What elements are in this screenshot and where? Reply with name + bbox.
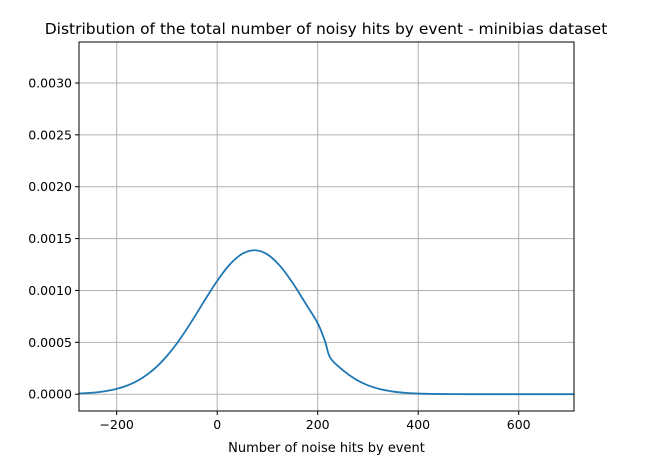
plot-area-frame <box>78 41 575 412</box>
chart-title: Distribution of the total number of nois… <box>45 20 608 38</box>
x-tick-label: 200 <box>306 417 330 432</box>
y-tick-label: 0.0025 <box>28 127 72 142</box>
y-tick-label: 0.0000 <box>28 387 72 402</box>
x-tick-label: −200 <box>100 417 134 432</box>
series-line <box>78 249 574 396</box>
x-tick-label: 400 <box>406 417 430 432</box>
line-layer <box>78 249 574 396</box>
x-tick-label: 0 <box>213 417 221 432</box>
ticks: −200 0 200 400 600 0.0000 0.0005 0.0010 0.0015 0.… <box>28 75 530 432</box>
y-tick-label: 0.0010 <box>28 283 72 298</box>
y-tick-label: 0.0005 <box>28 335 72 350</box>
y-tick-label: 0.0020 <box>28 179 72 194</box>
y-tick-label: 0.0030 <box>28 75 72 90</box>
grid <box>79 42 574 411</box>
x-axis-label: Number of noise hits by event <box>228 441 425 456</box>
x-tick-label: 600 <box>507 417 531 432</box>
y-tick-label: 0.0015 <box>28 231 72 246</box>
